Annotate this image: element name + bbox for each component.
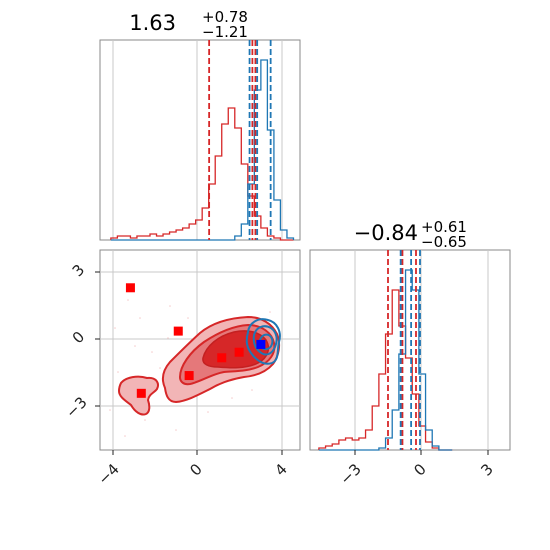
blue-marker (256, 339, 266, 349)
red-histogram (318, 289, 453, 451)
joint-y-tick-label: 3 (69, 261, 88, 280)
red-marker (125, 283, 135, 293)
sample-point (231, 397, 233, 399)
sample-point (167, 337, 169, 339)
panel-top-title-sup: +0.78 (202, 8, 248, 26)
panel-right-marginal: −0.84 +0.61 −0.65 (309, 218, 511, 451)
right-quantile-lines (387, 250, 421, 450)
red-histogram (110, 107, 294, 241)
panel-top-marginal: 1.63 +0.78 −1.21 (99, 8, 301, 241)
right-x-tick-label: −3 (336, 460, 364, 488)
joint-x-tick-label: 0 (186, 460, 205, 479)
sample-point (207, 411, 209, 413)
panel-right-title-sup: +0.61 (421, 218, 467, 236)
sample-point (144, 419, 146, 421)
sample-point (139, 317, 141, 319)
panel-joint (99, 249, 301, 451)
red-marker (184, 371, 194, 381)
panel-right-title: −0.84 (354, 221, 418, 245)
sample-point (127, 299, 129, 301)
right-x-tick-label: 3 (477, 460, 496, 479)
red-marker (234, 347, 244, 357)
tick-marks (95, 271, 489, 455)
blue-contour-outer (245, 318, 281, 365)
joint-x-tick-label: 4 (271, 460, 290, 479)
sample-point (269, 311, 271, 313)
joint-x-tick-label: −4 (94, 460, 122, 488)
sample-point (175, 429, 177, 431)
panel-right-title-sub: −0.65 (421, 233, 467, 251)
sample-point (251, 389, 253, 391)
joint-y-tick-label: −3 (62, 393, 90, 421)
blue-histogram (318, 269, 453, 451)
sample-point (134, 345, 136, 347)
red-marker (136, 388, 146, 398)
red-marker (217, 353, 227, 363)
sample-point (109, 409, 111, 411)
sample-point (114, 327, 116, 329)
sample-point (151, 351, 153, 353)
joint-markers (125, 283, 266, 398)
panel-right-frame (309, 249, 511, 451)
right-histogram-series (318, 269, 453, 451)
top-quantile-lines (208, 40, 272, 240)
sample-point (117, 371, 119, 373)
sample-point (187, 317, 189, 319)
panel-joint-frame (99, 249, 301, 451)
red-marker (173, 326, 183, 336)
panel-top-title-sub: −1.21 (202, 23, 248, 41)
sample-scatter-cloud (109, 299, 271, 437)
sample-point (169, 305, 171, 307)
top-histogram-series (110, 59, 295, 241)
blue-histogram (110, 59, 295, 241)
sample-point (124, 435, 126, 437)
right-x-tick-label: 0 (410, 460, 429, 479)
joint-y-tick-label: 0 (69, 328, 88, 347)
sample-point (159, 367, 161, 369)
panel-top-title: 1.63 (129, 11, 176, 35)
